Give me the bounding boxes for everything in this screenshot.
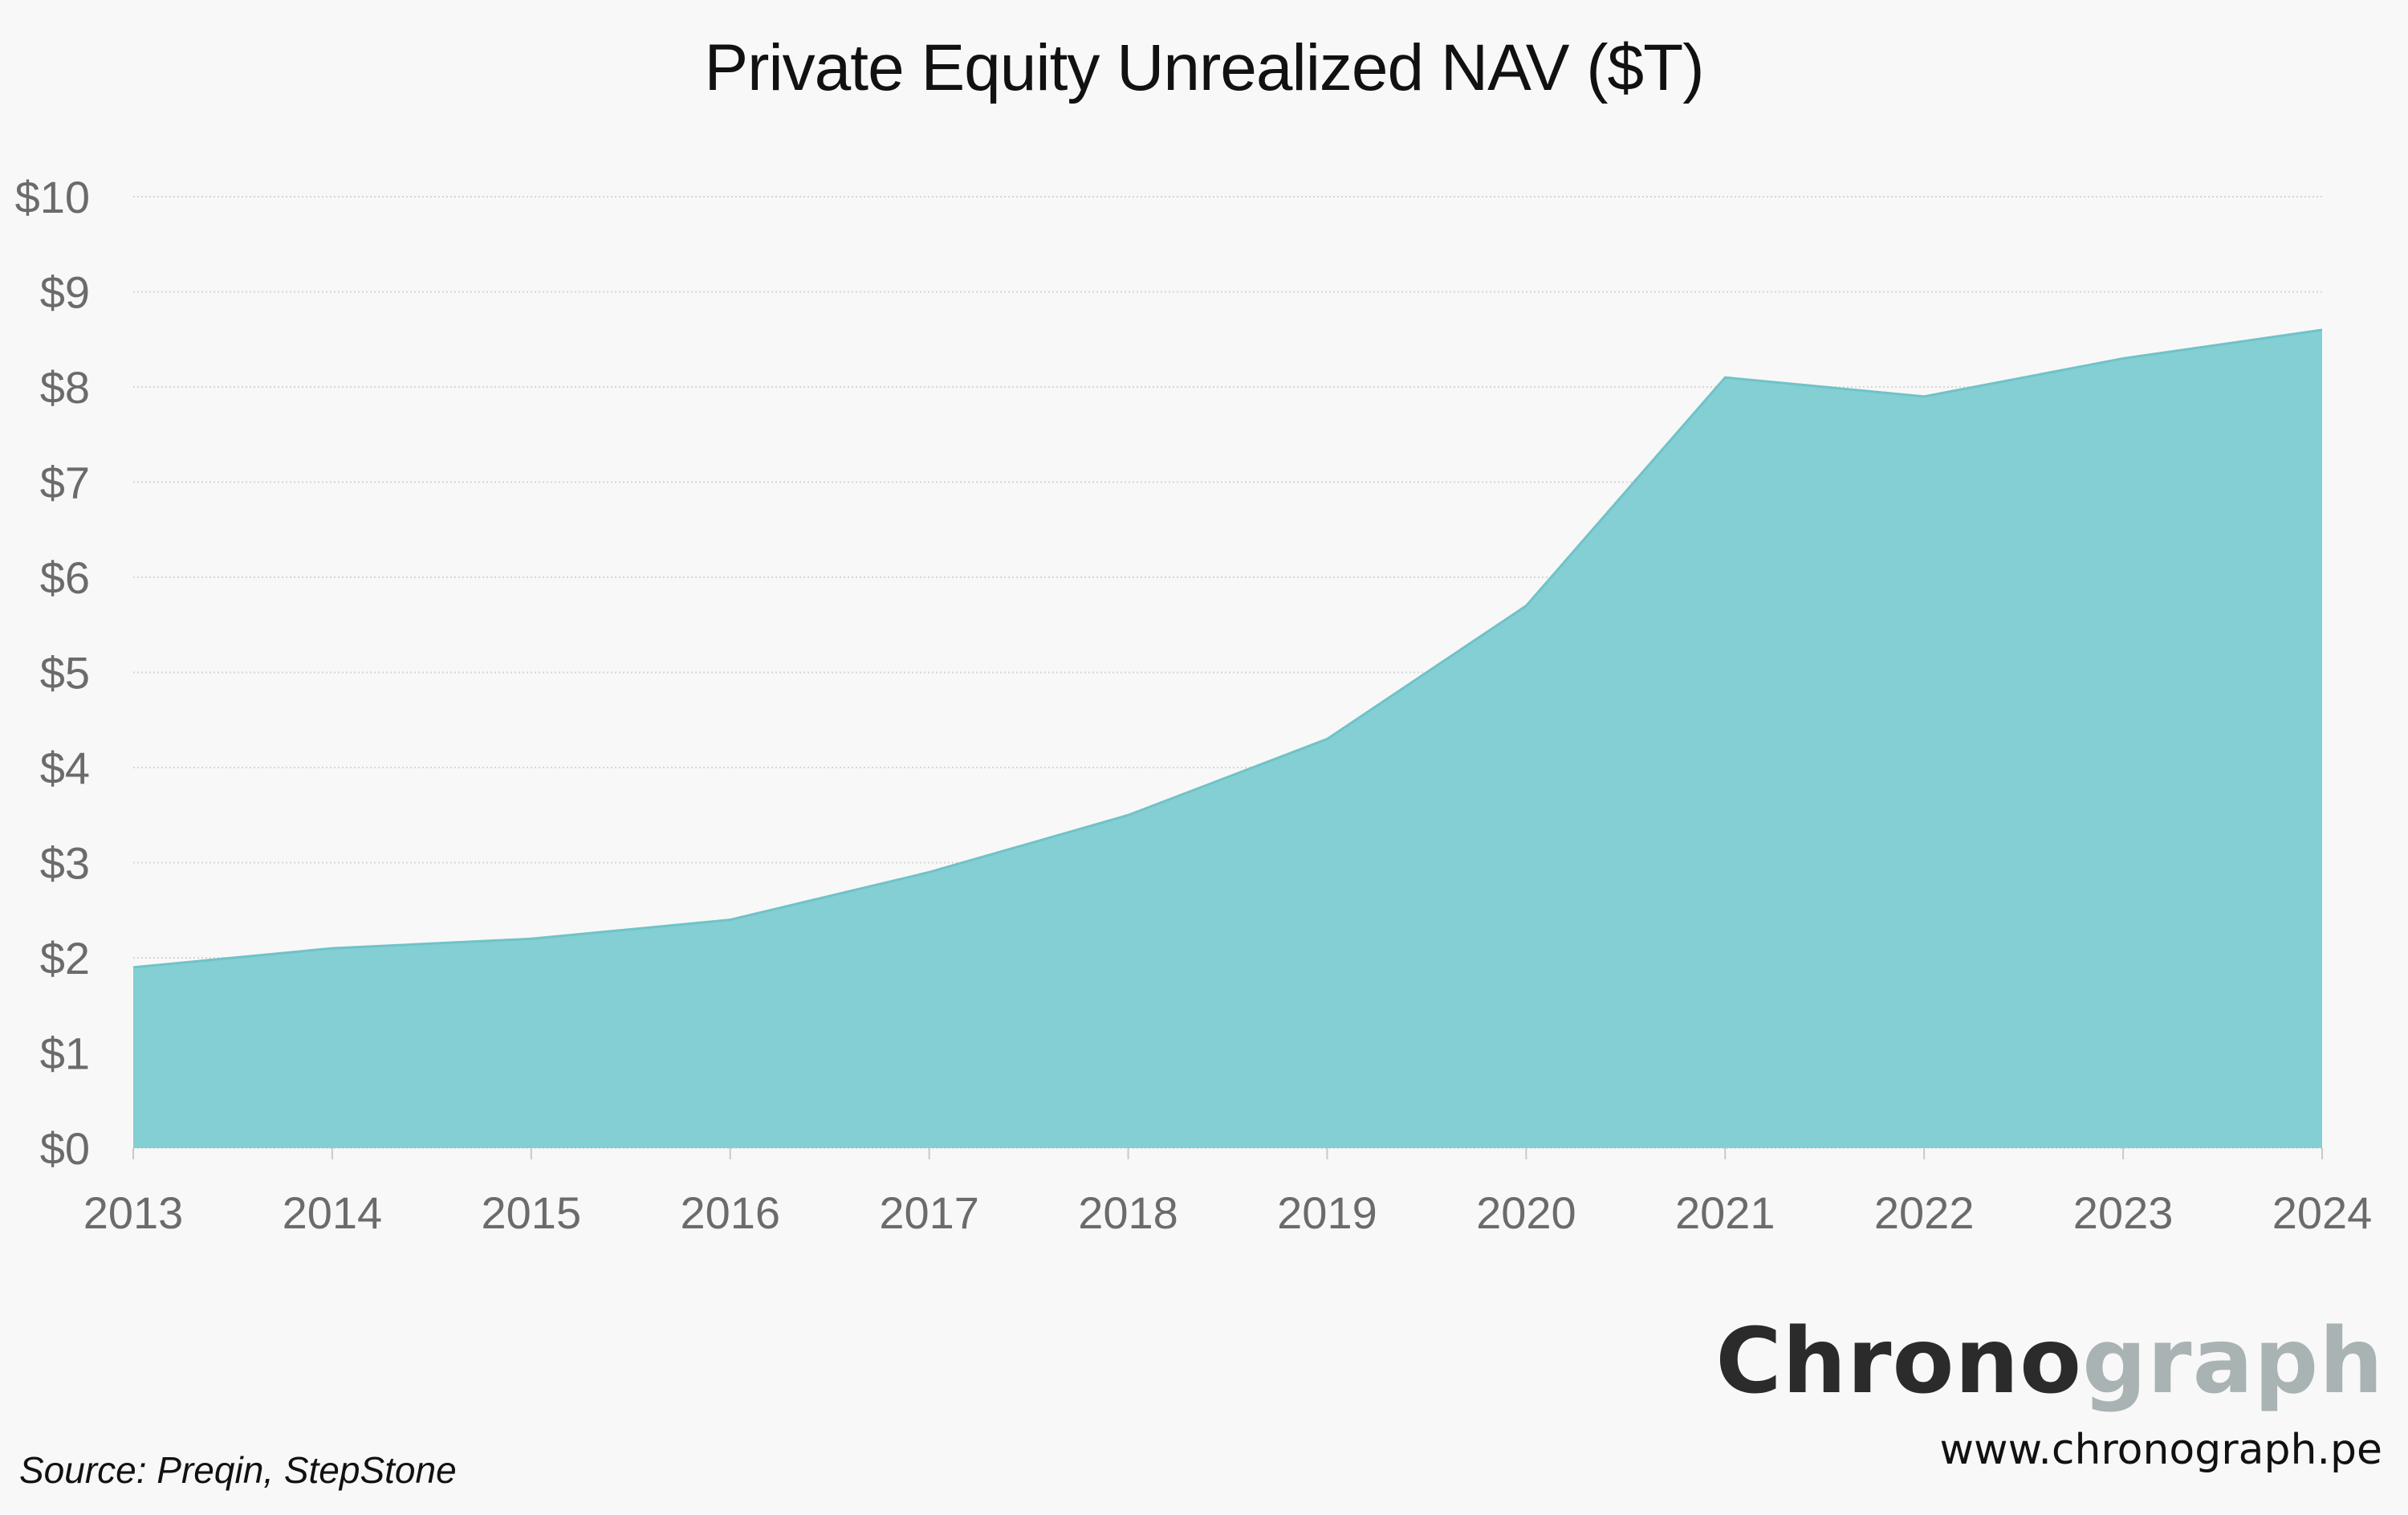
source-note: Source: Preqin, StepStone — [19, 1449, 457, 1491]
logo-text-secondary: graph — [2082, 1309, 2384, 1414]
data-point-2019 — [1325, 737, 1328, 740]
data-point-2021 — [1723, 376, 1727, 379]
x-tick-label: 2019 — [1277, 1187, 1377, 1238]
brand-url: www.chronograph.pe — [1939, 1426, 2382, 1474]
chronograph-logo: Chronograph — [1715, 1317, 2384, 1407]
data-point-2023 — [2121, 356, 2125, 360]
data-point-2020 — [1524, 605, 1527, 608]
y-tick-label: $1 — [40, 1028, 90, 1079]
x-tick-label: 2024 — [2272, 1187, 2373, 1238]
x-tick-label: 2016 — [680, 1187, 780, 1238]
data-point-2024 — [2321, 328, 2324, 332]
x-tick-label: 2014 — [283, 1187, 383, 1238]
data-point-2016 — [729, 918, 732, 922]
y-tick-label: $5 — [40, 648, 90, 698]
chart-title: Private Equity Unrealized NAV ($T) — [704, 31, 1704, 104]
area-line — [132, 328, 2323, 969]
y-tick-label: $4 — [40, 743, 90, 793]
y-axis-ticks: $0 $1 $2 $3 $4 $5 $6 $7 $8 $9 $10 — [15, 172, 90, 1174]
y-tick-label: $3 — [40, 838, 90, 889]
data-point-2018 — [1127, 813, 1130, 817]
y-tick-label: $10 — [15, 172, 90, 222]
x-tick-label: 2023 — [2073, 1187, 2174, 1238]
y-tick-label: $8 — [40, 362, 90, 413]
y-tick-label: $6 — [40, 552, 90, 603]
x-tick-label: 2022 — [1874, 1187, 1975, 1238]
x-tick-label: 2017 — [879, 1187, 979, 1238]
area-series — [132, 328, 2324, 1148]
y-tick-label: $7 — [40, 458, 90, 508]
data-point-2015 — [530, 937, 533, 940]
y-tick-label: $2 — [40, 933, 90, 984]
area-fill — [133, 329, 2322, 1148]
data-point-2017 — [928, 870, 931, 874]
data-point-2013 — [132, 966, 135, 969]
x-tick-label: 2018 — [1078, 1187, 1178, 1238]
x-tick-label: 2015 — [482, 1187, 582, 1238]
x-tick-label: 2020 — [1476, 1187, 1576, 1238]
data-point-2022 — [1922, 395, 1926, 398]
x-tick-label: 2013 — [83, 1187, 184, 1238]
logo-text-primary: Chrono — [1715, 1309, 2083, 1414]
y-tick-label: $0 — [40, 1123, 90, 1174]
x-axis-ticks: 2013 2014 2015 2016 2017 2018 2019 2020 2021 2022… — [83, 1148, 2373, 1238]
data-point-2014 — [331, 947, 334, 950]
x-tick-label: 2021 — [1675, 1187, 1775, 1238]
y-tick-label: $9 — [40, 267, 90, 318]
